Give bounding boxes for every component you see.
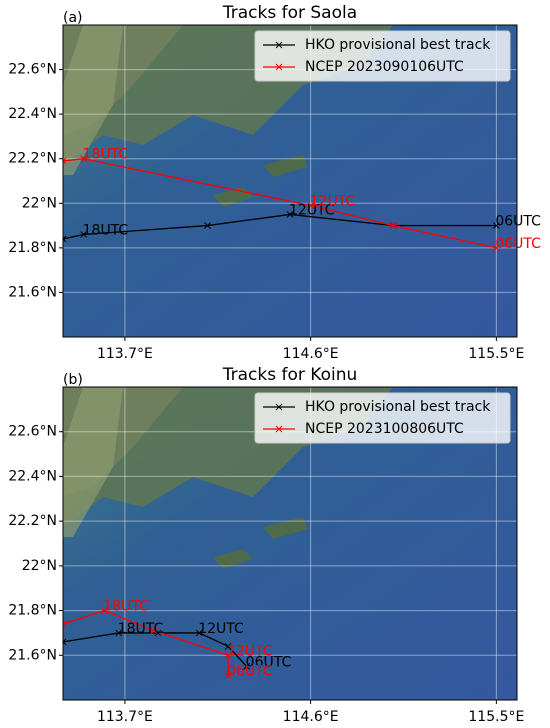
axes-frame	[62, 24, 518, 338]
island	[263, 155, 308, 177]
track-point	[493, 244, 500, 252]
y-tick-label: 22°N	[22, 558, 57, 574]
y-tick-label: 21.6°N	[8, 284, 57, 300]
estuary	[63, 25, 123, 175]
y-tick-label: 21.8°N	[8, 603, 57, 619]
y-tick-label: 22.6°N	[8, 424, 57, 440]
track-point	[80, 231, 87, 238]
island	[213, 549, 253, 569]
y-tick-label: 22.4°N	[8, 468, 57, 484]
legend-label: NCEP 2023100806UTC	[305, 421, 464, 437]
legend-marker	[275, 425, 283, 433]
y-tick-label: 22.6°N	[8, 62, 57, 78]
track-point	[224, 651, 232, 659]
legend-label: HKO provisional best track	[305, 37, 491, 53]
track-point	[389, 222, 397, 229]
track-line	[63, 213, 497, 240]
point-label: 12UTC	[310, 194, 356, 210]
chart-title: Tracks for Saola	[222, 3, 357, 23]
point-label: 12UTC	[289, 202, 335, 218]
track-point	[204, 222, 211, 229]
legend-box	[254, 30, 511, 82]
y-tick-label: 21.8°N	[8, 240, 57, 256]
point-label: 18UTC	[118, 621, 164, 637]
legend-marker	[275, 41, 283, 49]
x-tick-label: 114.6°E	[283, 709, 339, 724]
axes-frame	[62, 386, 518, 701]
point-label: 18UTC	[83, 147, 129, 163]
track-line	[63, 632, 248, 667]
x-tick-label: 113.7°E	[97, 346, 153, 362]
y-tick-label: 22.4°N	[8, 106, 57, 122]
y-tick-label: 21.6°N	[8, 647, 57, 663]
x-tick-label: 115.5°E	[468, 346, 524, 362]
track-point	[63, 157, 67, 165]
point-label: 06UTC	[495, 236, 541, 252]
x-tick-label: 113.7°E	[97, 709, 153, 724]
track-point	[80, 155, 87, 163]
x-tick-label: 114.6°E	[283, 346, 339, 362]
island	[263, 517, 308, 539]
track-point	[63, 620, 67, 628]
track-point	[493, 222, 500, 229]
y-tick-label: 22.2°N	[8, 513, 57, 529]
x-tick-label: 115.5°E	[468, 709, 524, 724]
point-label: 06UTC	[246, 654, 292, 670]
track-point	[100, 607, 108, 614]
legend-box	[254, 392, 511, 444]
point-label: 18UTC	[103, 599, 149, 615]
panel-label: (b)	[63, 372, 83, 388]
chart-title: Tracks for Koinu	[222, 365, 358, 385]
legend-marker	[275, 403, 283, 411]
point-label: 12UTC	[198, 621, 244, 637]
legend-label: NCEP 2023090106UTC	[305, 59, 464, 75]
track-point	[286, 211, 294, 218]
track-point	[224, 642, 232, 650]
estuary	[63, 387, 123, 537]
track-point	[243, 663, 251, 670]
track-point	[63, 638, 67, 646]
legend-label: HKO provisional best track	[305, 399, 491, 415]
point-label: 06UTC	[227, 663, 273, 679]
legend-marker	[275, 63, 283, 71]
track-point	[150, 627, 158, 635]
track-point	[63, 235, 67, 243]
point-label: 06UTC	[495, 214, 541, 230]
point-label: 12UTC	[227, 643, 273, 659]
track-point	[195, 629, 203, 637]
panel-label: (a)	[63, 10, 83, 26]
track-point	[115, 629, 123, 637]
track-point	[224, 672, 232, 679]
track-point	[307, 202, 314, 209]
y-tick-label: 22°N	[22, 195, 57, 211]
y-tick-label: 22.2°N	[8, 151, 57, 167]
point-label: 18UTC	[83, 222, 129, 238]
